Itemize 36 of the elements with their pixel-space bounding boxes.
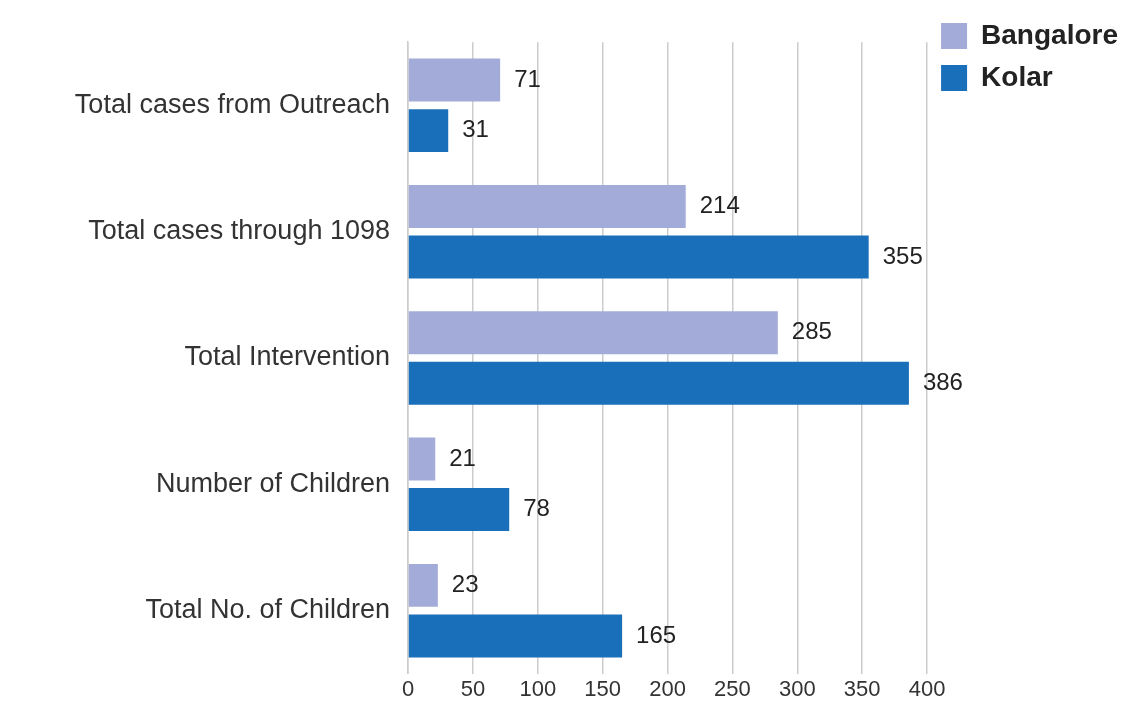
- data-label: 21: [449, 443, 476, 471]
- x-tick-label: 50: [460, 676, 486, 702]
- y-tick-label: Total cases through 1098: [88, 215, 390, 246]
- bar: [408, 109, 449, 153]
- bar: [408, 235, 869, 279]
- bar: [408, 563, 438, 607]
- x-tick-label: 350: [843, 676, 881, 702]
- data-label: 285: [791, 317, 832, 345]
- data-label: 78: [523, 494, 550, 522]
- bar: [408, 361, 909, 405]
- x-tick-label: 0: [401, 676, 415, 702]
- data-label: 214: [699, 191, 740, 219]
- data-label: 71: [514, 64, 541, 92]
- x-tick-label: 250: [714, 676, 751, 702]
- x-tick-label: 150: [584, 676, 622, 702]
- data-label: 31: [462, 115, 489, 143]
- x-tick-label: 200: [649, 676, 686, 702]
- x-tick-label: 100: [519, 676, 557, 702]
- y-tick-label: Total Intervention: [184, 341, 390, 372]
- legend-label: Kolar: [981, 60, 1053, 92]
- data-label: 165: [636, 620, 677, 648]
- x-tick-label: 300: [778, 676, 816, 702]
- data-label: 386: [922, 367, 963, 395]
- bar: [408, 488, 510, 532]
- bar: [408, 184, 686, 228]
- y-tick-label: Total No. of Children: [145, 594, 390, 625]
- y-tick-label: Number of Children: [155, 467, 390, 498]
- bar: [408, 437, 436, 481]
- x-tick-label: 400: [908, 676, 946, 702]
- bar: [408, 614, 623, 658]
- bar: [408, 58, 501, 102]
- legend-label: Bangalore: [981, 18, 1119, 50]
- y-tick-label: Total cases from Outreach: [74, 88, 390, 119]
- data-label: 355: [882, 241, 923, 269]
- bar: [408, 311, 778, 355]
- data-label: 23: [451, 570, 479, 597]
